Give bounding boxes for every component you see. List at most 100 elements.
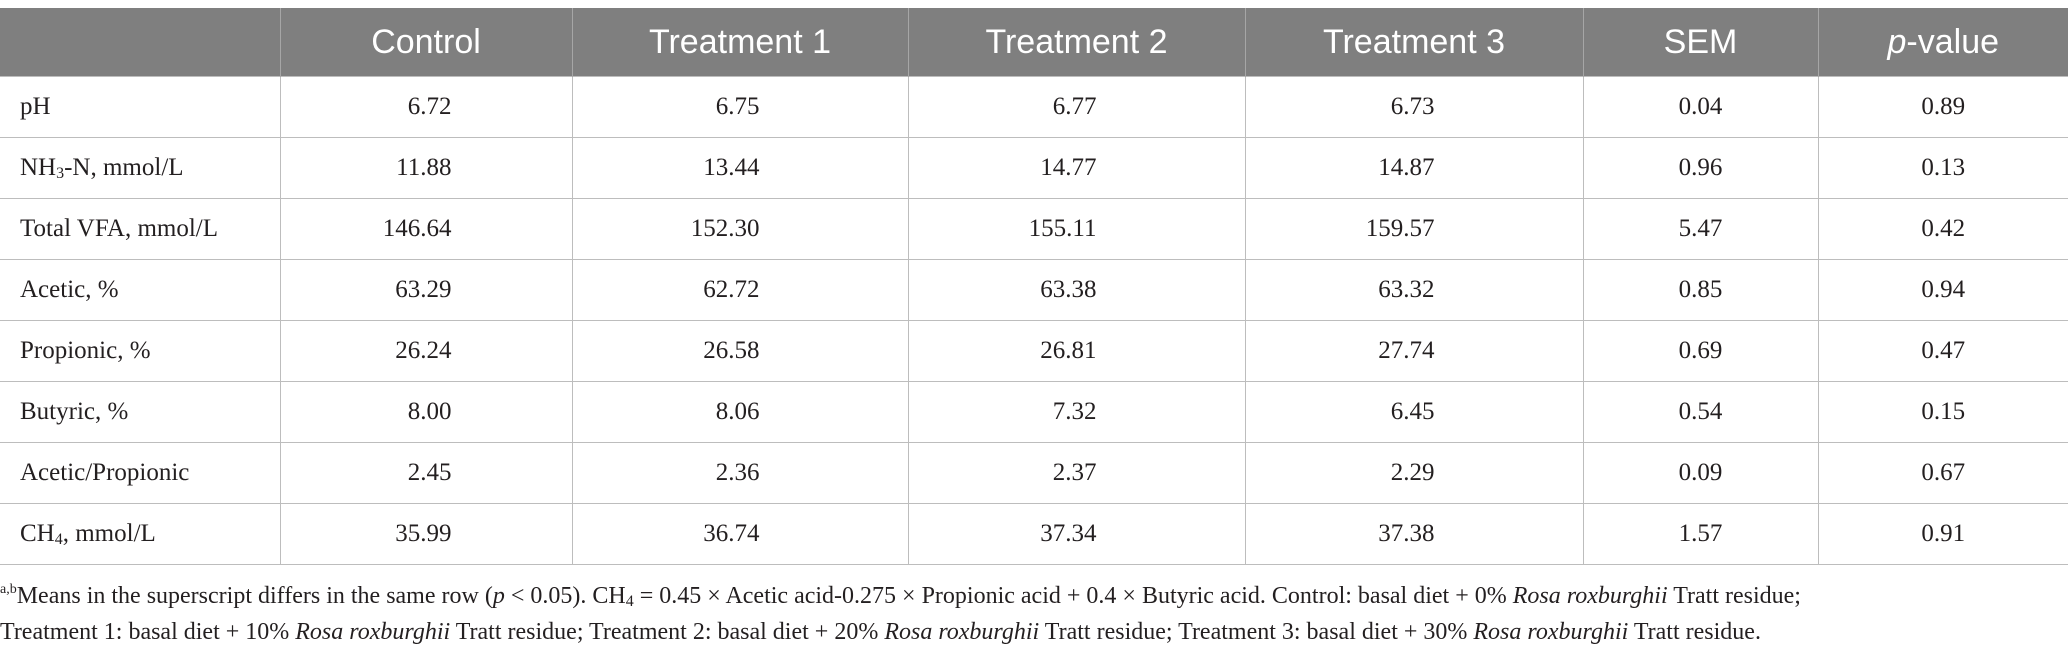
rumen-fermentation-table: Control Treatment 1 Treatment 2 Treatmen… [0, 8, 2068, 565]
footnote-text-3: = 0.45 × Acetic acid-0.275 × Propionic a… [633, 583, 1513, 609]
row-label-subscript: 4 [54, 531, 63, 548]
table-body: pH 6.72 6.75 6.77 6.73 0.04 0.89 NH3-N, mmol/L 1… [0, 76, 2068, 565]
cell-t3: 159.57 [1244, 198, 1583, 260]
cell-t1: 36.74 [571, 503, 908, 565]
cell-sem: 0.85 [1582, 259, 1818, 321]
cell-control: 6.72 [279, 76, 572, 138]
cell-p: 0.67 [1817, 442, 2068, 504]
cell-sem: 1.57 [1582, 503, 1818, 565]
table-row: Propionic, % 26.24 26.58 26.81 27.74 0.69 0.47 [0, 320, 2068, 382]
footnote-species-2: Rosa roxburghii [295, 619, 451, 645]
cell-control: 146.64 [279, 198, 572, 260]
cell-p: 0.15 [1817, 381, 2068, 443]
cell-p: 0.47 [1817, 320, 2068, 382]
row-label-main: Acetic, % [20, 276, 119, 303]
row-label-main: NH [20, 154, 57, 181]
footnote-text-6: Tratt residue; Treatment 2: basal diet +… [450, 619, 885, 645]
cell-t1: 8.06 [571, 381, 908, 443]
cell-control: 8.00 [279, 381, 572, 443]
cell-t3: 6.45 [1244, 381, 1583, 443]
footnote-text-2: < 0.05). CH [504, 583, 626, 609]
header-p-value: p-value [1817, 8, 2068, 77]
table-header-row: Control Treatment 1 Treatment 2 Treatmen… [0, 8, 2068, 77]
row-label-main: Butyric, % [20, 398, 129, 425]
row-label-main: Total VFA, mmol/L [20, 215, 219, 242]
header-treatment-3: Treatment 3 [1244, 8, 1583, 77]
cell-control: 63.29 [279, 259, 572, 321]
row-label-main: Propionic, % [20, 337, 151, 364]
cell-t2: 14.77 [907, 137, 1245, 199]
results-table-container: Control Treatment 1 Treatment 2 Treatmen… [0, 8, 2068, 565]
table-row: Butyric, % 8.00 8.06 7.32 6.45 0.54 0.15 [0, 381, 2068, 443]
row-label-main: pH [20, 93, 51, 120]
cell-control: 11.88 [279, 137, 572, 199]
cell-sem: 0.04 [1582, 76, 1818, 138]
table-row: Acetic, % 63.29 62.72 63.38 63.32 0.85 0.94 [0, 259, 2068, 321]
footnote-ch4-subscript: 4 [625, 593, 634, 610]
header-sem: SEM [1582, 8, 1818, 77]
cell-p: 0.89 [1817, 76, 2068, 138]
footnote-superscript: a,b [0, 582, 17, 597]
row-label-tail: , mmol/L [62, 520, 156, 547]
table-footnote: a,bMeans in the superscript differs in t… [0, 578, 2060, 650]
cell-t3: 27.74 [1244, 320, 1583, 382]
cell-t1: 152.30 [571, 198, 908, 260]
cell-t2: 6.77 [907, 76, 1245, 138]
row-label: CH4, mmol/L [0, 503, 280, 565]
header-p-rest: -value [1906, 22, 2000, 61]
cell-control: 2.45 [279, 442, 572, 504]
cell-sem: 0.69 [1582, 320, 1818, 382]
header-p-italic: p [1887, 22, 1907, 61]
cell-t3: 6.73 [1244, 76, 1583, 138]
row-label: NH3-N, mmol/L [0, 137, 280, 199]
header-treatment-1: Treatment 1 [571, 8, 908, 77]
table-row: Acetic/Propionic 2.45 2.36 2.37 2.29 0.09 0.67 [0, 442, 2068, 504]
cell-t2: 63.38 [907, 259, 1245, 321]
cell-sem: 0.09 [1582, 442, 1818, 504]
cell-t1: 62.72 [571, 259, 908, 321]
header-parameter [0, 8, 280, 77]
cell-t1: 6.75 [571, 76, 908, 138]
cell-t2: 26.81 [907, 320, 1245, 382]
row-label-tail: -N, mmol/L [64, 154, 184, 181]
cell-t1: 26.58 [571, 320, 908, 382]
footnote-text-4: Tratt residue; [1667, 583, 1801, 609]
footnote-text-5: Treatment 1: basal diet + 10% [0, 619, 296, 645]
cell-sem: 0.96 [1582, 137, 1818, 199]
row-label-subscript: 3 [56, 165, 65, 182]
cell-p: 0.13 [1817, 137, 2068, 199]
cell-t1: 2.36 [571, 442, 908, 504]
cell-t2: 2.37 [907, 442, 1245, 504]
header-control: Control [279, 8, 572, 77]
footnote-species-1: Rosa roxburghii [1512, 583, 1668, 609]
footnote-p-italic: p [492, 583, 505, 609]
footnote-text-1: Means in the superscript differs in the … [16, 583, 493, 609]
cell-sem: 0.54 [1582, 381, 1818, 443]
footnote-species-3: Rosa roxburghii [884, 619, 1040, 645]
footnote-text-8: Tratt residue. [1628, 619, 1761, 645]
row-label: pH [0, 76, 280, 138]
cell-sem: 5.47 [1582, 198, 1818, 260]
row-label: Total VFA, mmol/L [0, 198, 280, 260]
table-row: NH3-N, mmol/L 11.88 13.44 14.77 14.87 0.96 0.1… [0, 137, 2068, 199]
cell-t3: 63.32 [1244, 259, 1583, 321]
cell-p: 0.94 [1817, 259, 2068, 321]
header-treatment-2: Treatment 2 [907, 8, 1245, 77]
row-label: Butyric, % [0, 381, 280, 443]
footnote-species-4: Rosa roxburghii [1473, 619, 1629, 645]
table-row: Total VFA, mmol/L 146.64 152.30 155.11 159.5… [0, 198, 2068, 260]
row-label: Propionic, % [0, 320, 280, 382]
cell-control: 35.99 [279, 503, 572, 565]
row-label: Acetic/Propionic [0, 442, 280, 504]
row-label: Acetic, % [0, 259, 280, 321]
cell-t3: 14.87 [1244, 137, 1583, 199]
cell-t1: 13.44 [571, 137, 908, 199]
cell-p: 0.91 [1817, 503, 2068, 565]
row-label-main: CH [20, 520, 55, 547]
table-row: CH4, mmol/L 35.99 36.74 37.34 37.38 1.57 0.91 [0, 503, 2068, 565]
cell-t2: 7.32 [907, 381, 1245, 443]
table-row: pH 6.72 6.75 6.77 6.73 0.04 0.89 [0, 76, 2068, 138]
cell-p: 0.42 [1817, 198, 2068, 260]
footnote-text-7: Tratt residue; Treatment 3: basal diet +… [1039, 619, 1474, 645]
cell-t3: 37.38 [1244, 503, 1583, 565]
